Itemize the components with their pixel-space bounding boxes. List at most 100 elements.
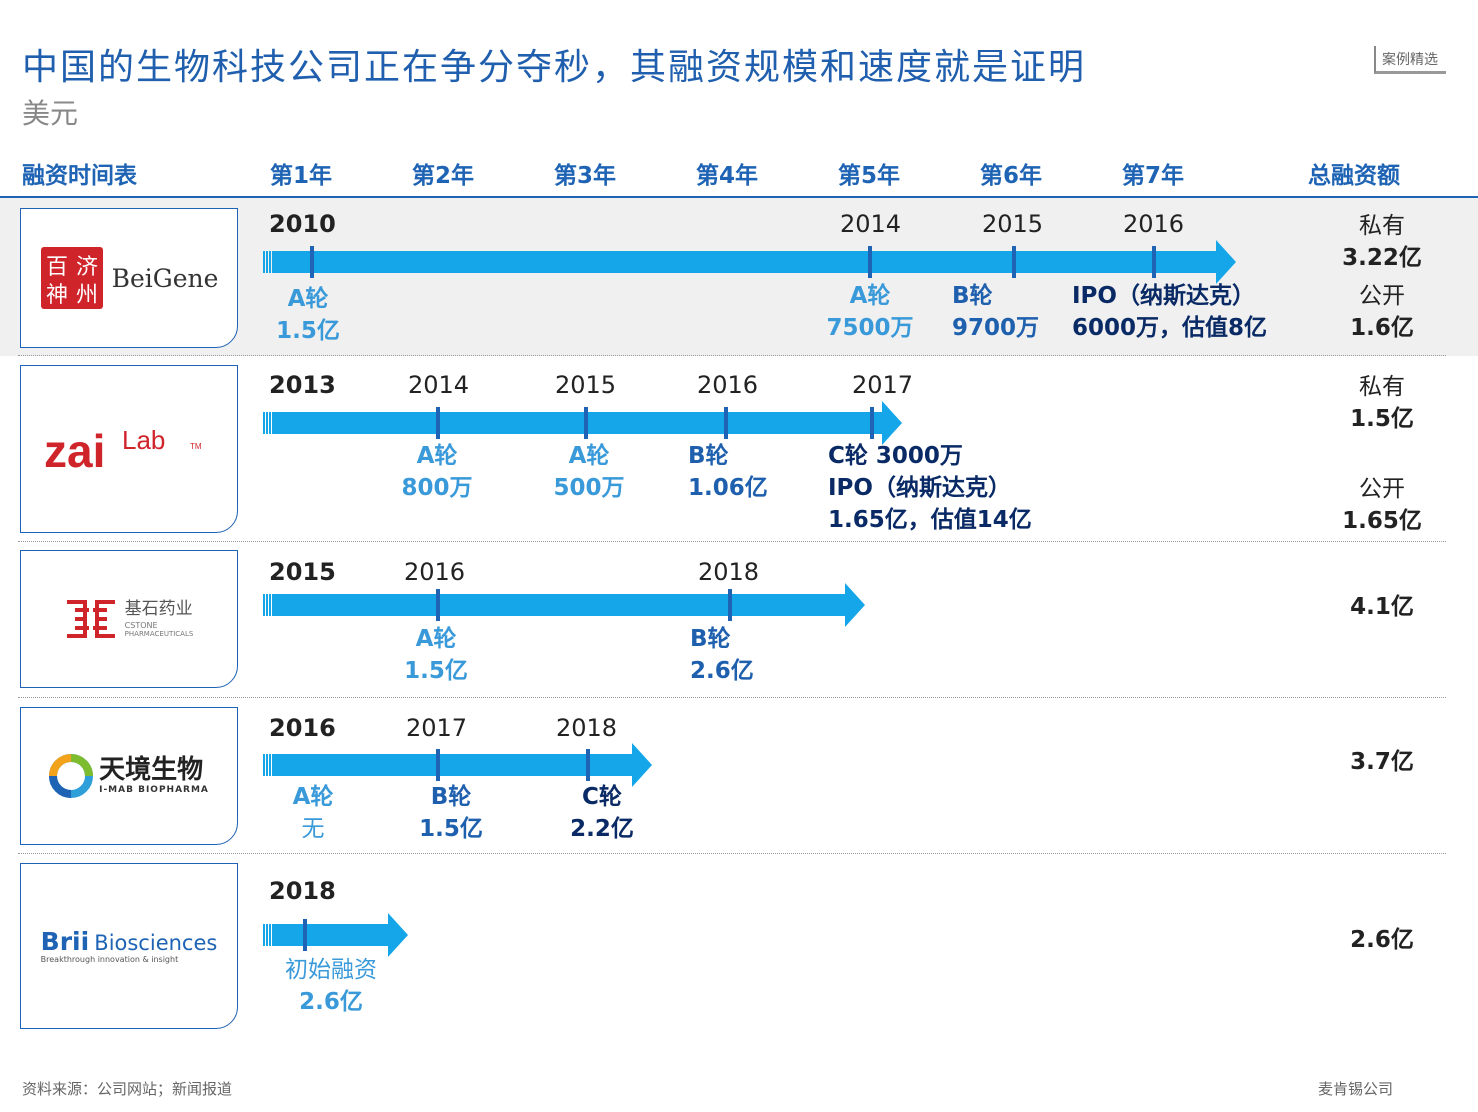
round-amount: 2.6亿 bbox=[690, 658, 754, 684]
round-amount: 1.06亿 bbox=[688, 475, 768, 501]
round-amount: 9700万 bbox=[952, 315, 1040, 341]
zailab-year-5: 2017 bbox=[852, 371, 914, 399]
round-amount: 2.2亿 bbox=[570, 816, 634, 842]
beigene-round-4: IPO（纳斯达克） 6000万，估值8亿 bbox=[1072, 280, 1267, 344]
beigene-year-4: 2016 bbox=[1123, 210, 1185, 238]
row-divider bbox=[18, 541, 1446, 542]
total-private-value: 3.22亿 bbox=[1342, 245, 1422, 271]
cstone-sub1: CSTONE bbox=[124, 620, 158, 630]
zailab-round-4: C轮 3000万 IPO（纳斯达克） 1.65亿，估值14亿 bbox=[828, 440, 1032, 536]
beigene-total: 私有 3.22亿 公开 1.6亿 bbox=[1312, 210, 1452, 344]
zailab-logo: zai Lab TM bbox=[20, 365, 238, 533]
imab-total: 3.7亿 bbox=[1350, 749, 1414, 775]
total-public-label: 公开 bbox=[1359, 476, 1405, 502]
cstone-timeline-arrow bbox=[263, 583, 865, 627]
round-ipo: IPO（纳斯达克） bbox=[828, 475, 1011, 501]
total-public-value: 1.65亿 bbox=[1342, 508, 1422, 534]
beigene-round-2: A轮 7500万 bbox=[820, 280, 920, 344]
round-amount: 800万 bbox=[401, 475, 473, 501]
round-amount: 6000万，估值8亿 bbox=[1072, 315, 1268, 341]
brii-logo: Brii Biosciences Breakthrough innovation… bbox=[20, 863, 238, 1029]
row-divider bbox=[18, 355, 1446, 356]
zailab-round-3: B轮 1.06亿 bbox=[688, 440, 768, 504]
round-label: C轮 bbox=[582, 784, 622, 810]
round-label: B轮 bbox=[690, 626, 731, 652]
page-title: 中国的生物科技公司正在争分夺秒，其融资规模和速度就是证明 bbox=[22, 47, 1087, 88]
total-private-value: 1.5亿 bbox=[1350, 406, 1414, 432]
svg-text:神: 神 bbox=[46, 283, 68, 308]
total-public-value: 1.6亿 bbox=[1350, 315, 1414, 341]
imab-text: 天境生物 I-MAB BIOPHARMA bbox=[99, 757, 209, 795]
zailab-logo-icon: zai Lab TM bbox=[44, 425, 202, 477]
timeline-tick bbox=[1012, 246, 1016, 278]
zailab-year-1: 2013 bbox=[269, 371, 336, 399]
round-amount: 1.5亿 bbox=[276, 318, 340, 344]
zailab-year-4: 2016 bbox=[697, 371, 759, 399]
round-label: 初始融资 bbox=[285, 957, 377, 983]
round-label: A轮 bbox=[416, 443, 458, 469]
brii-text: Brii Biosciences Breakthrough innovation… bbox=[41, 929, 218, 964]
brii-brand: Brii Biosciences bbox=[41, 929, 218, 954]
brii-timeline-arrow bbox=[263, 913, 408, 957]
imab-year-3: 2018 bbox=[556, 714, 618, 742]
total-private-label: 私有 bbox=[1359, 374, 1405, 400]
round-amount: 1.5亿 bbox=[404, 658, 468, 684]
round-label: B轮 bbox=[952, 283, 993, 309]
round-label: A轮 bbox=[292, 784, 334, 810]
timeline-tick bbox=[436, 589, 440, 621]
brii-tagline: Breakthrough innovation & insight bbox=[40, 954, 179, 964]
timeline-tick bbox=[728, 589, 732, 621]
header-total: 总融资额 bbox=[1308, 163, 1400, 189]
header-year-7: 第7年 bbox=[1122, 163, 1185, 189]
beigene-round-3: B轮 9700万 bbox=[952, 280, 1039, 344]
beigene-year-1: 2010 bbox=[269, 210, 336, 238]
zailab-total: 私有 1.5亿 公开 1.65亿 bbox=[1312, 371, 1452, 537]
timeline-tick bbox=[586, 749, 590, 781]
round-amount: 2.6亿 bbox=[299, 989, 363, 1015]
round-label: A轮 bbox=[849, 283, 891, 309]
beigene-seal-icon: 百 济 神 州 bbox=[40, 247, 103, 309]
timeline-tick bbox=[868, 246, 872, 278]
source-note: 资料来源：公司网站；新闻报道 bbox=[22, 1080, 233, 1098]
brii-total: 2.6亿 bbox=[1350, 927, 1414, 953]
header-year-2: 第2年 bbox=[412, 163, 475, 189]
beigene-year-2: 2014 bbox=[840, 210, 902, 238]
timeline-tick bbox=[584, 407, 588, 439]
cstone-logo: 基石药业 CSTONE PHARMACEUTICALS bbox=[20, 550, 238, 688]
row-divider bbox=[18, 697, 1446, 698]
imab-mark-icon bbox=[49, 754, 94, 798]
beigene-round-1: A轮 1.5亿 bbox=[272, 283, 344, 347]
header-divider bbox=[0, 196, 1478, 198]
beigene-timeline-arrow bbox=[263, 240, 1236, 284]
round-amount: 7500万 bbox=[826, 315, 914, 341]
round-amount: 1.65亿，估值14亿 bbox=[828, 507, 1032, 533]
timeline-tick bbox=[310, 246, 314, 278]
round-label: C轮 3000万 bbox=[828, 443, 963, 469]
page-subtitle: 美元 bbox=[22, 97, 79, 130]
imab-round-1: A轮 无 bbox=[274, 781, 352, 845]
svg-text:TM: TM bbox=[190, 442, 202, 451]
cstone-year-1: 2015 bbox=[269, 558, 336, 586]
total-public-label: 公开 bbox=[1359, 283, 1405, 309]
brii-brand-2: Biosciences bbox=[94, 930, 218, 955]
beigene-name: BeiGene bbox=[111, 263, 219, 293]
zailab-year-2: 2014 bbox=[408, 371, 470, 399]
cstone-name: 基石药业 bbox=[124, 598, 193, 619]
round-label: B轮 bbox=[688, 443, 729, 469]
svg-text:济: 济 bbox=[76, 255, 98, 280]
header-year-4: 第4年 bbox=[696, 163, 759, 189]
zailab-year-3: 2015 bbox=[555, 371, 617, 399]
cstone-mark-icon bbox=[66, 600, 115, 638]
header-year-5: 第5年 bbox=[838, 163, 901, 189]
beigene-year-3: 2015 bbox=[982, 210, 1044, 238]
imab-logo: 天境生物 I-MAB BIOPHARMA bbox=[20, 707, 238, 845]
case-tag: 案例精选 bbox=[1374, 46, 1446, 74]
imab-timeline-arrow bbox=[263, 743, 652, 787]
timeline-tick bbox=[436, 407, 440, 439]
timeline-tick bbox=[303, 919, 307, 951]
zailab-timeline-arrow bbox=[263, 401, 902, 445]
timeline-tick bbox=[436, 749, 440, 781]
brii-year-1: 2018 bbox=[269, 877, 336, 905]
cstone-year-3: 2018 bbox=[698, 558, 760, 586]
